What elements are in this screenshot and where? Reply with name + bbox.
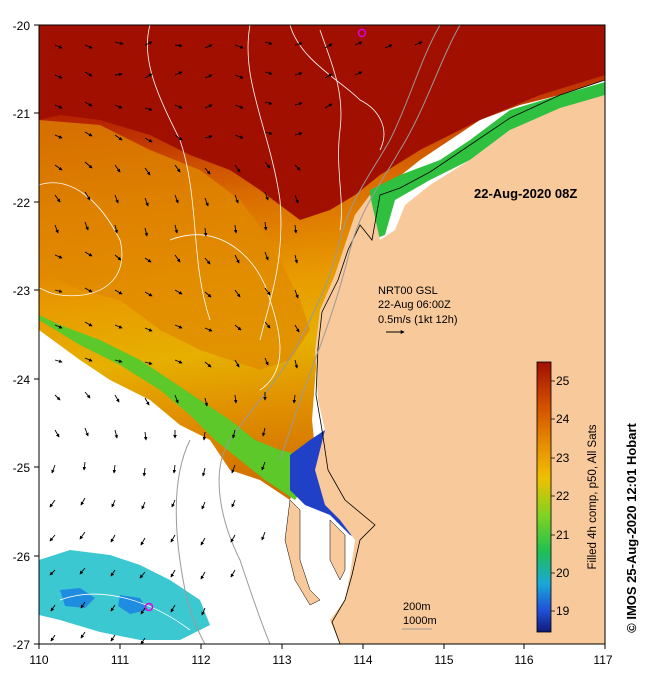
contour-legend-line1: 200m bbox=[403, 601, 431, 613]
current-arrows bbox=[49, 41, 423, 644]
current-legend: NRT00 GSL 22-Aug 06:00Z 0.5m/s (1kt 12h) bbox=[378, 285, 457, 334]
colorbar-tick: 21 bbox=[556, 528, 570, 542]
land-peninsula-2 bbox=[329, 519, 346, 581]
x-tick-label: 116 bbox=[514, 653, 533, 667]
bathymetry-contours bbox=[39, 25, 385, 631]
x-axis-labels: 110 111 112 113 114 115 116 117 bbox=[29, 653, 612, 667]
colorbar: 25 24 23 22 21 20 19 Filled 4h comp, p50… bbox=[536, 361, 599, 633]
y-tick-label: -24 bbox=[13, 373, 31, 387]
colorbar-label: Filled 4h comp, p50, All Sats bbox=[587, 424, 599, 569]
x-tick-label: 114 bbox=[353, 653, 372, 667]
y-tick-label: -21 bbox=[13, 107, 31, 121]
y-tick-label: -22 bbox=[13, 196, 31, 210]
sst-green-band bbox=[39, 315, 315, 500]
contour-legend: 200m 1000m bbox=[402, 601, 437, 630]
colorbar-tick: 19 bbox=[556, 604, 570, 618]
land-peninsula bbox=[284, 499, 321, 606]
y-tick-label: -20 bbox=[13, 19, 31, 33]
colorbar-tick: 20 bbox=[556, 566, 570, 580]
land bbox=[315, 80, 605, 644]
sst-ne-strip bbox=[370, 82, 605, 240]
x-tick-label: 115 bbox=[434, 653, 453, 667]
x-tick-label: 111 bbox=[111, 653, 130, 667]
axis-tick-marks bbox=[34, 24, 606, 649]
x-tick-label: 112 bbox=[191, 653, 210, 667]
y-axis-labels: -20 -21 -22 -23 -24 -25 -26 -27 bbox=[13, 19, 31, 652]
current-legend-line2: 22-Aug 06:00Z bbox=[378, 299, 451, 311]
buoy-markers bbox=[144, 28, 367, 612]
colorbar-tick: 25 bbox=[556, 374, 570, 388]
contour-legend-line2: 1000m bbox=[403, 615, 437, 627]
x-tick-label: 113 bbox=[272, 653, 291, 667]
y-tick-label: -27 bbox=[13, 638, 31, 652]
y-tick-label: -23 bbox=[13, 284, 31, 298]
colorbar-scale bbox=[536, 361, 552, 633]
date-label: 22-Aug-2020 08Z bbox=[474, 186, 577, 201]
sst-mid-band bbox=[39, 120, 310, 370]
current-legend-line3: 0.5m/s (1kt 12h) bbox=[378, 314, 457, 326]
colorbar-tick: 23 bbox=[556, 451, 570, 465]
x-tick-label: 117 bbox=[593, 653, 612, 667]
coastline bbox=[315, 79, 605, 644]
bathymetry-contours-grey bbox=[175, 25, 461, 644]
credit-text: © IMOS 25-Aug-2020 12:01 Hobart bbox=[624, 422, 639, 632]
current-legend-line1: NRT00 GSL bbox=[378, 285, 438, 297]
y-tick-label: -26 bbox=[13, 550, 31, 564]
colorbar-tick: 22 bbox=[556, 489, 570, 503]
x-tick-label: 110 bbox=[29, 653, 48, 667]
plot-frame bbox=[38, 24, 606, 645]
colorbar-tick: 24 bbox=[556, 412, 570, 426]
y-tick-label: -25 bbox=[13, 461, 31, 475]
